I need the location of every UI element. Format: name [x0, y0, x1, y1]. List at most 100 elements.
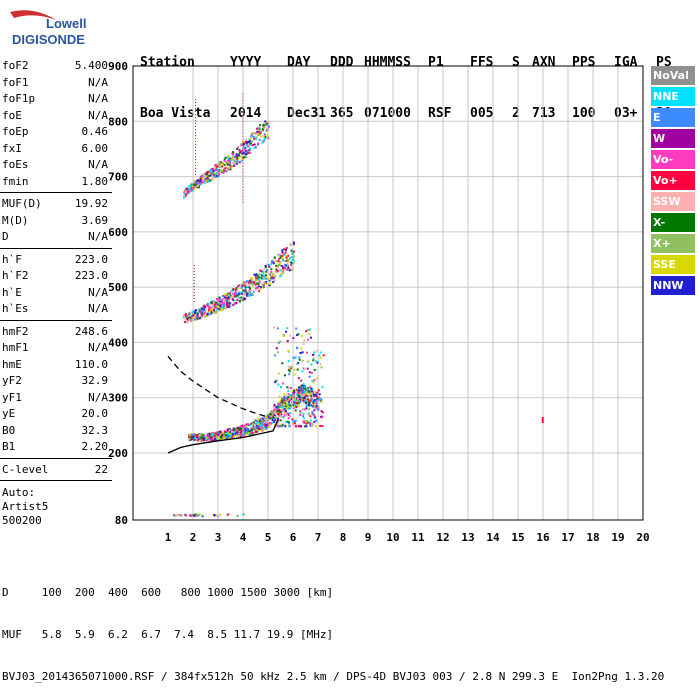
- echo-point: [256, 282, 259, 285]
- echo-point: [272, 281, 275, 284]
- echo-point: [239, 433, 242, 436]
- echo-point: [243, 434, 246, 437]
- echo-point: [228, 297, 231, 300]
- echo-point: [283, 408, 286, 411]
- echo-point: [290, 261, 293, 264]
- echo-point: [279, 269, 282, 272]
- echo-point: [244, 153, 247, 156]
- echo-point: [215, 169, 218, 172]
- echo-point: [296, 397, 299, 400]
- echo-point: [280, 264, 283, 267]
- echo-point: [283, 393, 286, 396]
- echo-point: [306, 398, 309, 401]
- echo-point: [245, 151, 248, 154]
- echo-point: [189, 188, 192, 191]
- echo-point: [233, 164, 236, 167]
- param-name: h`E: [2, 285, 22, 299]
- echo-point: [206, 433, 209, 436]
- echo-point: [297, 391, 300, 394]
- header-values: Boa Vista 2014 Dec31 365 071000 RSF 005 2 713 100…: [140, 105, 672, 122]
- echo-point: [192, 316, 195, 319]
- echo-point: [184, 321, 187, 324]
- echo-point: [262, 135, 265, 138]
- echo-point: [257, 425, 260, 428]
- echo-point: [203, 305, 206, 308]
- echo-point: [242, 293, 245, 296]
- echo-point: [242, 427, 245, 430]
- echo-point: [253, 420, 256, 423]
- echo-point: [288, 269, 291, 272]
- echo-point: [234, 292, 237, 295]
- echo-point: [292, 357, 295, 360]
- echo-point: [248, 430, 251, 433]
- echo-point: [265, 418, 268, 421]
- echo-point: [278, 395, 281, 398]
- echo-point: [194, 310, 197, 313]
- echo-point: [273, 405, 276, 408]
- echo-point: [301, 393, 304, 396]
- echo-point: [307, 328, 310, 331]
- echo-point: [219, 300, 222, 303]
- echo-point: [292, 241, 295, 244]
- echo-point: [258, 127, 261, 130]
- echo-point: [260, 276, 263, 279]
- param-separator: [0, 192, 112, 193]
- echo-point: [205, 175, 208, 178]
- echo-point: [290, 249, 293, 252]
- echo-point: [254, 429, 257, 432]
- echo-point: [234, 432, 237, 435]
- echo-point: [202, 434, 205, 437]
- echo-point: [308, 402, 311, 405]
- echo-point: [225, 170, 228, 173]
- echo-point: [227, 157, 230, 160]
- echo-point: [221, 308, 224, 311]
- echo-point: [318, 397, 321, 400]
- echo-point: [320, 400, 323, 403]
- param-row: foEs N/A: [0, 157, 112, 174]
- echo-point: [222, 436, 225, 439]
- echo-point: [234, 295, 237, 298]
- echo-point: [249, 147, 252, 150]
- echo-point: [281, 382, 284, 385]
- echo-point: [224, 163, 227, 166]
- echo-point: [188, 313, 191, 316]
- echo-point: [307, 391, 310, 394]
- echo-point: [258, 280, 261, 283]
- echo-point: [292, 255, 295, 258]
- echo-point: [243, 291, 246, 294]
- echo-point: [195, 186, 198, 189]
- param-row: h`F2 223.0: [0, 268, 112, 285]
- echo-point: [183, 314, 186, 317]
- x-tick-label: 11: [411, 531, 425, 544]
- echo-point: [217, 308, 220, 311]
- echo-point: [208, 173, 211, 176]
- echo-point: [218, 297, 221, 300]
- echo-point: [294, 402, 297, 405]
- echo-point: [237, 426, 240, 429]
- echo-point: [278, 262, 281, 265]
- autoscaling-info: Auto: Artist5 500200: [2, 486, 48, 528]
- echo-point: [305, 394, 308, 397]
- echo-point: [260, 135, 263, 138]
- echo-point: [245, 432, 248, 435]
- echo-point: [210, 433, 213, 436]
- echo-point: [191, 188, 194, 191]
- echo-point: [293, 396, 296, 399]
- echo-point: [209, 438, 212, 441]
- echo-point: [234, 161, 237, 164]
- echo-point: [304, 387, 307, 390]
- echo-point: [316, 400, 319, 403]
- echo-point: [252, 425, 255, 428]
- echo-point: [295, 327, 298, 330]
- echo-point: [203, 173, 206, 176]
- echo-point: [233, 428, 236, 431]
- echo-point: [282, 399, 285, 402]
- echo-point: [232, 288, 235, 291]
- echo-point: [183, 193, 186, 196]
- echo-point: [315, 360, 318, 363]
- echo-point: [278, 425, 281, 428]
- echo-point: [289, 407, 292, 410]
- echo-point: [212, 170, 215, 173]
- echo-point: [255, 279, 258, 282]
- param-row: hmF1 N/A: [0, 340, 112, 357]
